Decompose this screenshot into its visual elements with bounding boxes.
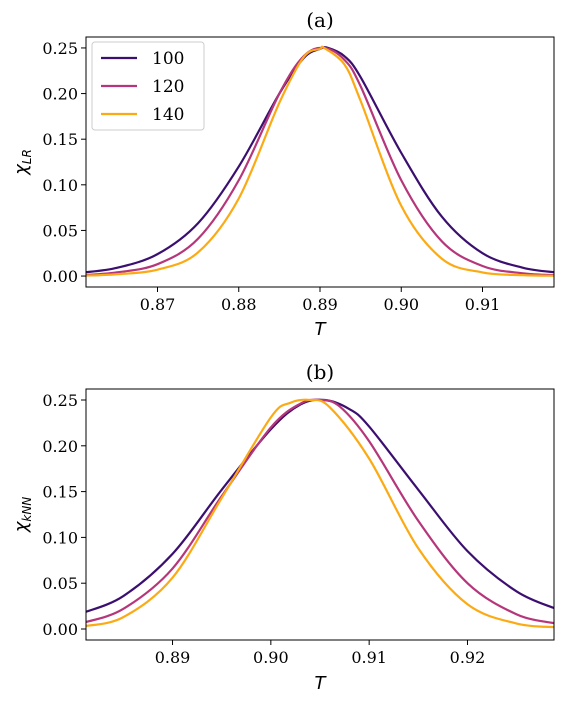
- x-tick-label: 0.91: [351, 648, 387, 667]
- y-axis-label-subscript: LR: [20, 149, 34, 164]
- y-tick-label: 0.00: [42, 267, 78, 286]
- y-tick-label: 0.00: [42, 620, 78, 639]
- x-tick-label: 0.89: [302, 295, 338, 314]
- y-axis-label: χLR: [11, 149, 34, 176]
- legend-label-100: 100: [152, 49, 184, 69]
- series-line-100: [86, 398, 554, 613]
- panel-title: (b): [306, 360, 334, 384]
- legend-frame: [91, 41, 205, 131]
- x-tick-label: 0.90: [383, 295, 419, 314]
- x-tick-label: 0.87: [140, 295, 176, 314]
- series-line-120: [86, 398, 554, 625]
- y-tick-label: 0.15: [42, 130, 78, 149]
- panel-b: (b) 0.89 0.90 0.91 0.92 0.00 0.05 0.10 0.15 0.20 0…: [11, 360, 555, 694]
- x-axis-label: T: [315, 319, 328, 340]
- x-tick-label: 0.88: [221, 295, 257, 314]
- x-tick-label: 0.92: [450, 648, 486, 667]
- y-tick-label: 0.25: [42, 39, 78, 58]
- y-tick-label: 0.05: [42, 221, 78, 240]
- plot-frame: [85, 388, 555, 641]
- y-axis-label-subscript: kNN: [20, 497, 34, 522]
- y-tick-label: 0.20: [42, 85, 78, 104]
- y-axis-label-symbol: χ: [11, 520, 32, 533]
- x-tick-label: 0.91: [465, 295, 501, 314]
- legend-label-140: 140: [152, 105, 184, 125]
- y-axis-label-symbol: χ: [11, 163, 32, 176]
- x-tick-label: 0.90: [253, 648, 289, 667]
- x-tick-label: 0.89: [155, 648, 191, 667]
- series-group: [86, 398, 554, 629]
- y-axis-label: χkNN: [11, 497, 34, 534]
- panel-title: (a): [306, 8, 334, 32]
- series-line-140: [86, 398, 554, 629]
- legend: 100 120 140: [91, 41, 205, 131]
- y-tick-label: 0.10: [42, 176, 78, 195]
- y-tick-label: 0.25: [42, 391, 78, 410]
- series-group: [86, 45, 554, 277]
- series-line-140: [86, 45, 554, 277]
- y-tick-label: 0.15: [42, 483, 78, 502]
- y-tick-label: 0.10: [42, 528, 78, 547]
- x-axis-label: T: [315, 673, 328, 694]
- y-tick-label: 0.05: [42, 574, 78, 593]
- legend-label-120: 120: [152, 77, 184, 97]
- y-tick-label: 0.20: [42, 437, 78, 456]
- panel-a: (a) 0.87 0.88 0.89 0.90 0.91 0.00 0.05 0.10 0.15 0…: [11, 8, 555, 340]
